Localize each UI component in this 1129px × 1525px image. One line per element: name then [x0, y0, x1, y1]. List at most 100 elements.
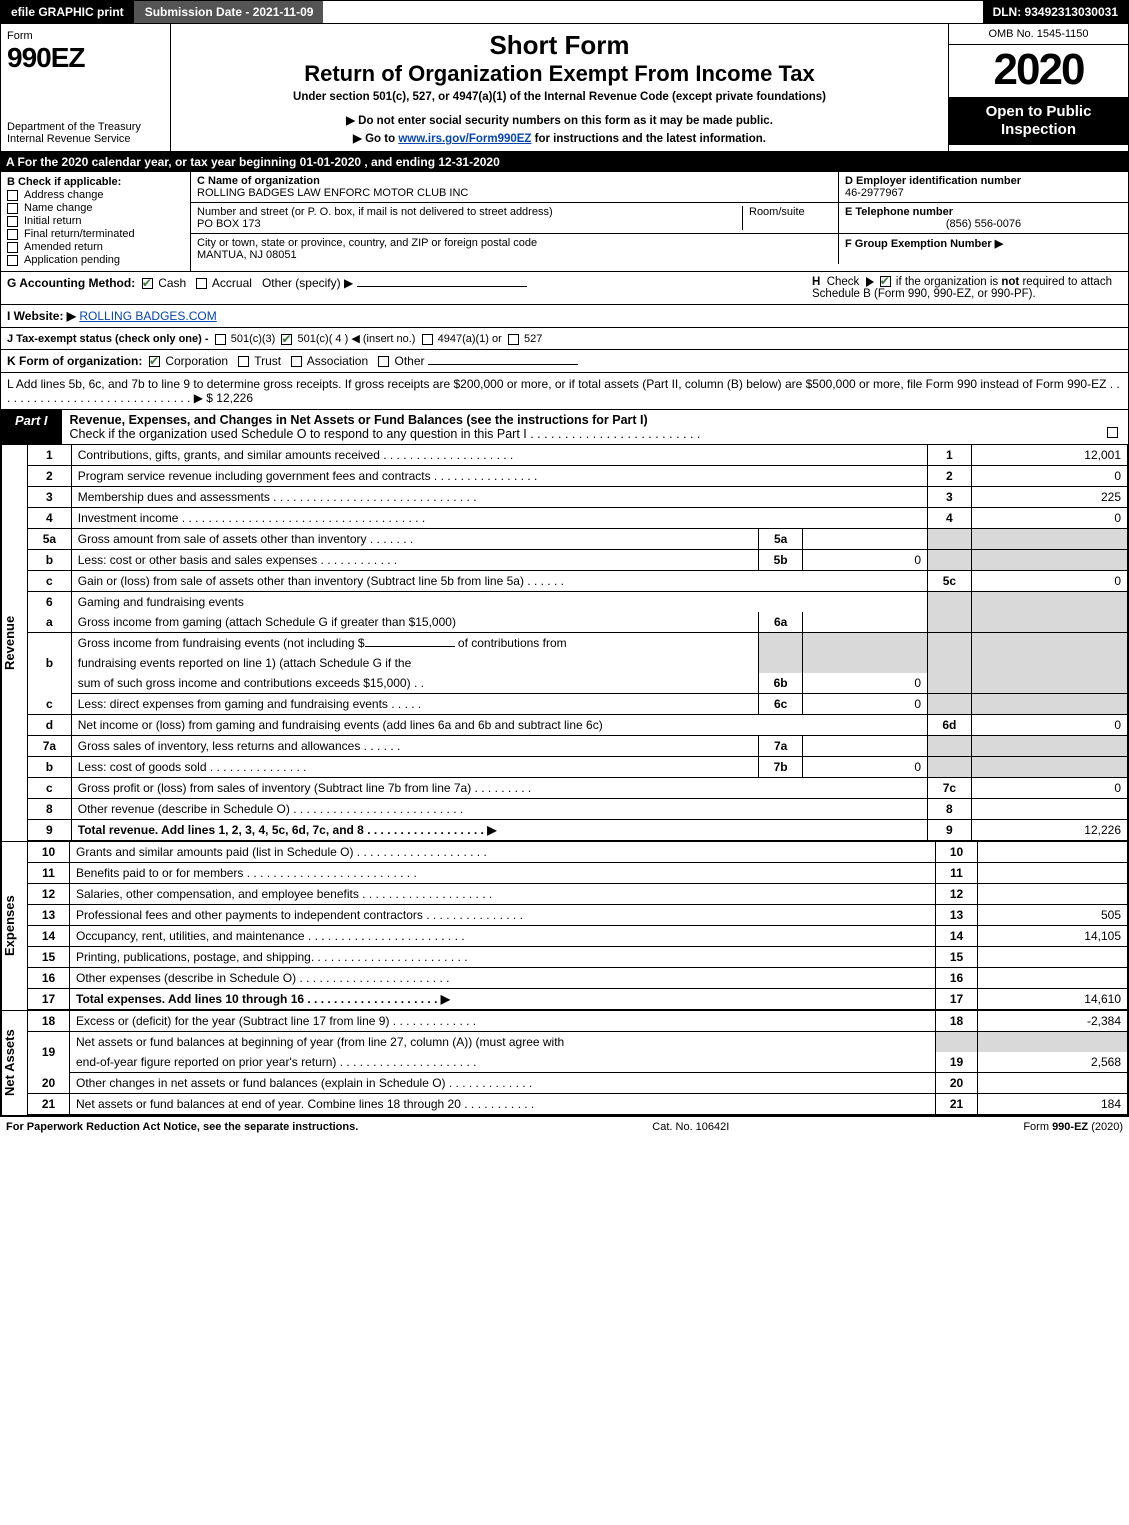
chk-final-return[interactable]	[7, 229, 18, 240]
ln-16: 16	[28, 968, 70, 989]
chk-schedule-o[interactable]	[1107, 427, 1118, 438]
chk-amended-return[interactable]	[7, 242, 18, 253]
line-16: 16Other expenses (describe in Schedule O…	[28, 968, 1128, 989]
mval-7b: 0	[803, 757, 928, 778]
line-8: 8Other revenue (describe in Schedule O) …	[28, 799, 1128, 820]
chk-4947[interactable]	[422, 334, 433, 345]
txt-10: Grants and similar amounts paid (list in…	[70, 842, 936, 863]
footer-right-pre: Form	[1023, 1121, 1052, 1133]
ln2-6b-sh3	[928, 673, 972, 694]
txt-6c: Less: direct expenses from gaming and fu…	[71, 694, 759, 715]
expenses-section: Expenses 10Grants and similar amounts pa…	[0, 841, 1129, 1010]
val-19-sh	[978, 1032, 1128, 1053]
lbl-application-pending: Application pending	[24, 254, 120, 266]
txt-6b-1b: of contributions from	[458, 636, 567, 650]
val-4: 0	[971, 508, 1127, 529]
val-8	[971, 799, 1127, 820]
form-word: Form	[7, 30, 164, 42]
line-5c: cGain or (loss) from sale of assets othe…	[28, 571, 1128, 592]
ln2-8: 8	[928, 799, 972, 820]
txt-18: Excess or (deficit) for the year (Subtra…	[70, 1011, 936, 1032]
txt-5c: Gain or (loss) from sale of assets other…	[71, 571, 927, 592]
part-i-tab: Part I	[1, 410, 62, 444]
ln-5c: c	[28, 571, 72, 592]
ln2-6d: 6d	[928, 715, 972, 736]
chk-application-pending[interactable]	[7, 255, 18, 266]
section-b: B Check if applicable: Address change Na…	[1, 172, 191, 271]
efile-print-button[interactable]: efile GRAPHIC print	[1, 1, 135, 23]
ln-2: 2	[28, 466, 72, 487]
chk-cash[interactable]	[142, 278, 153, 289]
other-org-input[interactable]	[428, 364, 578, 365]
ln-6: 6	[28, 592, 72, 613]
other-specify-input[interactable]	[357, 286, 527, 287]
ln2-18: 18	[936, 1011, 978, 1032]
lbl-name-change: Name change	[24, 202, 93, 214]
ln2-7a-sh	[928, 736, 972, 757]
line-4: 4Investment income . . . . . . . . . . .…	[28, 508, 1128, 529]
txt-5b: Less: cost or other basis and sales expe…	[71, 550, 759, 571]
chk-501c[interactable]	[281, 334, 292, 345]
lbl-527: 527	[524, 333, 542, 345]
val-6b-sh1	[971, 633, 1127, 654]
lbl-4947: 4947(a)(1) or	[438, 333, 502, 345]
submission-date-button[interactable]: Submission Date - 2021-11-09	[135, 1, 324, 23]
irs-link[interactable]: www.irs.gov/Form990EZ	[398, 133, 531, 145]
d-label: D Employer identification number	[845, 175, 1122, 187]
chk-501c3[interactable]	[215, 334, 226, 345]
ln2-6b-sh1	[928, 633, 972, 654]
footer-right-bold: 990-EZ	[1052, 1121, 1088, 1133]
txt-7a: Gross sales of inventory, less returns a…	[71, 736, 759, 757]
val-11	[978, 863, 1128, 884]
chk-trust[interactable]	[238, 356, 249, 367]
ln-6b: b	[28, 633, 72, 694]
ln2-9: 9	[928, 820, 972, 841]
chk-corporation[interactable]	[149, 356, 160, 367]
line-3: 3Membership dues and assessments . . . .…	[28, 487, 1128, 508]
chk-accrual[interactable]	[196, 278, 207, 289]
val-18: -2,384	[978, 1011, 1128, 1032]
line-6a: aGross income from gaming (attach Schedu…	[28, 612, 1128, 633]
mln-6b: 6b	[759, 673, 803, 694]
lbl-501c3: 501(c)(3)	[231, 333, 276, 345]
chk-other-org[interactable]	[378, 356, 389, 367]
tax-year: 2020	[949, 45, 1128, 97]
expenses-side-label: Expenses	[1, 842, 27, 1010]
txt-19-2: end-of-year figure reported on prior yea…	[70, 1052, 936, 1073]
top-bar: efile GRAPHIC print Submission Date - 20…	[0, 0, 1129, 24]
mval-6b: 0	[803, 673, 928, 694]
revenue-side-label: Revenue	[1, 445, 27, 841]
goto-pre: ▶ Go to	[353, 133, 398, 145]
txt-12: Salaries, other compensation, and employ…	[70, 884, 936, 905]
form-number: 990EZ	[7, 42, 164, 74]
dept-irs: Internal Revenue Service	[7, 133, 164, 145]
chk-association[interactable]	[291, 356, 302, 367]
line-6b-1: bGross income from fundraising events (n…	[28, 633, 1128, 654]
chk-527[interactable]	[508, 334, 519, 345]
part-i-check-line: Check if the organization used Schedule …	[70, 427, 701, 441]
ln2-17: 17	[936, 989, 978, 1010]
mln-6b-sh2	[759, 653, 803, 673]
txt-16: Other expenses (describe in Schedule O) …	[70, 968, 936, 989]
chk-address-change[interactable]	[7, 190, 18, 201]
val-7b-sh	[971, 757, 1127, 778]
val-6c-sh	[971, 694, 1127, 715]
form-header: Form 990EZ Department of the Treasury In…	[0, 24, 1129, 152]
page-footer: For Paperwork Reduction Act Notice, see …	[0, 1116, 1129, 1137]
ln2-7c: 7c	[928, 778, 972, 799]
mval-6a	[803, 612, 928, 633]
section-l: L Add lines 5b, 6c, and 7b to line 9 to …	[0, 373, 1129, 410]
txt-3: Membership dues and assessments . . . . …	[71, 487, 927, 508]
chk-schedule-b[interactable]	[880, 276, 891, 287]
ln-3: 3	[28, 487, 72, 508]
chk-initial-return[interactable]	[7, 216, 18, 227]
chk-name-change[interactable]	[7, 203, 18, 214]
line-15: 15Printing, publications, postage, and s…	[28, 947, 1128, 968]
ln-18: 18	[28, 1011, 70, 1032]
contrib-amount-input[interactable]	[365, 646, 455, 647]
line-6d: dNet income or (loss) from gaming and fu…	[28, 715, 1128, 736]
room-suite-label: Room/suite	[742, 206, 832, 230]
website-link[interactable]: ROLLING BADGES.COM	[79, 309, 216, 323]
ln2-7b-sh	[928, 757, 972, 778]
txt-6b-1: Gross income from fundraising events (no…	[71, 633, 759, 654]
